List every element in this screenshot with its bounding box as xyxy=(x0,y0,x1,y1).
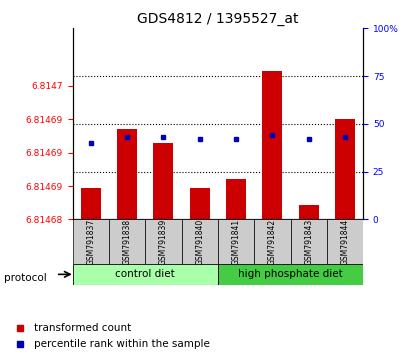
Bar xyxy=(145,219,181,264)
Bar xyxy=(181,219,218,264)
Text: GSM791844: GSM791844 xyxy=(340,218,349,265)
Text: protocol: protocol xyxy=(4,273,47,283)
Bar xyxy=(81,188,101,219)
Text: percentile rank within the sample: percentile rank within the sample xyxy=(34,339,210,349)
Text: GSM791837: GSM791837 xyxy=(86,218,95,265)
Bar xyxy=(117,129,137,219)
Bar xyxy=(254,219,290,264)
Text: transformed count: transformed count xyxy=(34,322,132,332)
Bar xyxy=(154,143,173,219)
Bar xyxy=(226,179,246,219)
Text: GSM791841: GSM791841 xyxy=(232,218,241,265)
Bar xyxy=(190,188,210,219)
Bar xyxy=(262,71,282,219)
Bar xyxy=(218,219,254,264)
Title: GDS4812 / 1395527_at: GDS4812 / 1395527_at xyxy=(137,12,299,26)
Text: GSM791843: GSM791843 xyxy=(304,218,313,265)
Bar xyxy=(109,219,145,264)
Bar xyxy=(299,205,319,219)
Bar xyxy=(290,219,327,264)
Bar xyxy=(335,119,355,219)
Text: GSM791838: GSM791838 xyxy=(122,218,132,265)
Bar xyxy=(73,219,109,264)
Bar xyxy=(218,264,363,285)
Text: control diet: control diet xyxy=(115,269,175,279)
Text: high phosphate diet: high phosphate diet xyxy=(238,269,343,279)
Text: GSM791840: GSM791840 xyxy=(195,218,204,265)
Text: GSM791839: GSM791839 xyxy=(159,218,168,265)
Text: GSM791842: GSM791842 xyxy=(268,218,277,265)
Bar xyxy=(73,264,218,285)
Bar xyxy=(327,219,363,264)
